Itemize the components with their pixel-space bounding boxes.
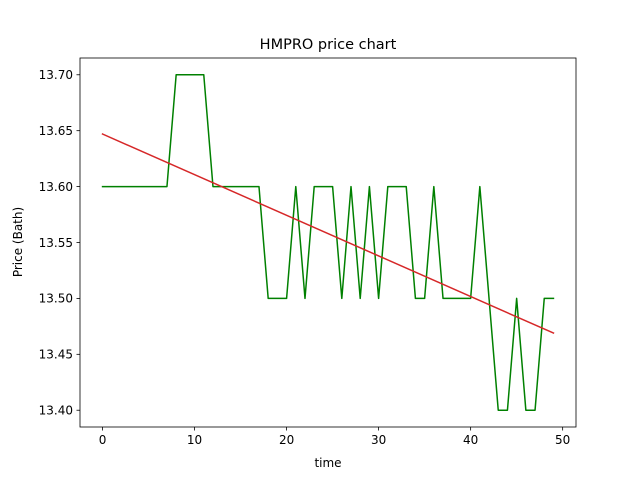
y-tick-label: 13.60 xyxy=(39,180,73,194)
y-axis: 13.40 13.45 13.50 13.55 13.60 13.65 13.70 xyxy=(39,68,80,418)
x-axis-label: time xyxy=(314,456,341,470)
x-tick-label: 0 xyxy=(99,433,107,447)
x-tick-label: 30 xyxy=(371,433,386,447)
x-tick-label: 40 xyxy=(463,433,478,447)
x-tick-label: 20 xyxy=(279,433,294,447)
y-axis-label: Price (Bath) xyxy=(11,207,25,277)
series-layer xyxy=(101,74,555,411)
x-tick-label: 50 xyxy=(555,433,570,447)
price-series-line xyxy=(101,74,555,411)
chart-title: HMPRO price chart xyxy=(260,37,397,53)
y-tick-label: 13.40 xyxy=(39,404,73,418)
trend-series-line xyxy=(101,133,555,335)
y-tick-label: 13.45 xyxy=(39,348,73,362)
y-tick-label: 13.70 xyxy=(39,68,73,82)
x-tick-label: 10 xyxy=(187,433,202,447)
y-tick-label: 13.50 xyxy=(39,292,73,306)
x-axis: 0 10 20 30 40 50 xyxy=(99,427,570,447)
y-tick-label: 13.65 xyxy=(39,124,73,138)
y-tick-label: 13.55 xyxy=(39,236,73,250)
